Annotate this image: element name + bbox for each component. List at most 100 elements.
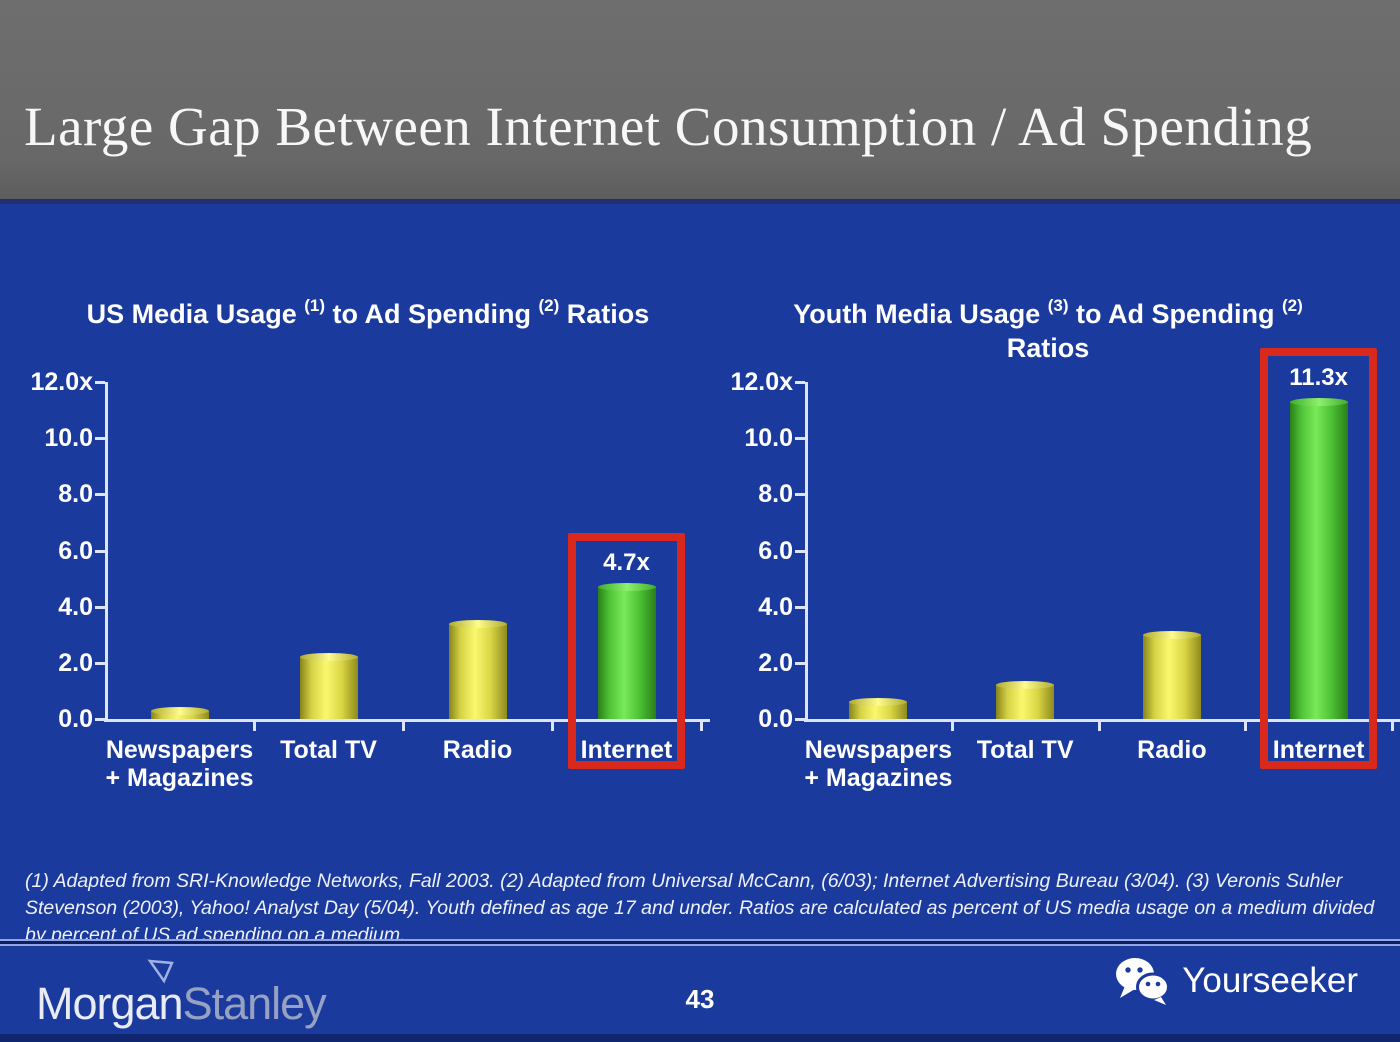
chart-title: Youth Media Usage (3) to Ad Spending (2)…	[760, 291, 1336, 365]
y-tick	[95, 437, 105, 441]
x-tick	[1244, 721, 1248, 731]
category-label-line: + Magazines	[105, 764, 254, 792]
title-text: to Ad Spending	[325, 299, 539, 329]
category-label-newspapers-magazines: Newspapers + Magazines	[790, 736, 966, 792]
x-axis	[804, 719, 1400, 722]
bar-cap	[150, 706, 209, 715]
x-tick	[700, 721, 703, 731]
y-tick-label: 12.0x	[30, 368, 93, 396]
category-label-internet: Internet	[1231, 736, 1400, 764]
x-tick	[1097, 721, 1101, 731]
footer-separator	[0, 939, 1400, 946]
bar-internet	[597, 583, 656, 719]
chart-title-line2: Ratios	[1006, 333, 1090, 363]
y-tick	[95, 381, 105, 384]
slide-header: Large Gap Between Internet Consumption /…	[0, 0, 1400, 204]
y-tick	[795, 493, 805, 497]
footnote-line: Stevenson (2003), Yahoo! Analyst Day (5/…	[25, 897, 1375, 919]
y-tick	[95, 493, 105, 497]
value-label-internet: 4.7x	[603, 549, 650, 576]
y-tick	[95, 549, 105, 553]
triangle-icon	[147, 959, 174, 984]
y-tick-label: 0.0	[58, 705, 93, 733]
y-tick	[795, 605, 805, 609]
wechat-icon	[1116, 958, 1171, 1005]
title-superscript: (2)	[538, 296, 560, 315]
category-label-radio: Radio	[390, 736, 566, 764]
page-title: Large Gap Between Internet Consumption /…	[24, 96, 1313, 157]
title-superscript: (3)	[1047, 296, 1069, 315]
title-text: US Media Usage	[86, 299, 305, 329]
morgan-stanley-logo: MorganStanley	[36, 978, 327, 1030]
x-tick	[950, 721, 954, 731]
y-tick-label: 0.0	[758, 705, 793, 733]
bar-cap	[597, 583, 656, 591]
x-axis	[104, 719, 710, 722]
category-label-line: Internet	[1272, 736, 1365, 764]
title-text: Youth Media Usage	[793, 299, 1048, 329]
y-axis	[105, 382, 108, 721]
category-label-line: Radio	[1137, 736, 1207, 764]
bar-newspapers-magazines	[849, 698, 908, 719]
x-tick	[1391, 721, 1394, 731]
footnote: (1) Adapted from SRI-Knowledge Networks,…	[25, 868, 1390, 949]
title-text: Ratios	[559, 299, 650, 329]
bar-cap	[996, 681, 1055, 690]
x-tick	[551, 721, 554, 731]
category-label-line: Radio	[442, 736, 513, 764]
y-tick	[95, 718, 105, 721]
bar-radio	[448, 619, 507, 719]
y-tick-label: 10.0	[44, 424, 93, 453]
y-tick-label: 8.0	[58, 480, 93, 509]
bar-cap	[448, 619, 507, 628]
y-tick-label: 2.0	[758, 648, 793, 677]
y-tick-label: 6.0	[758, 536, 793, 565]
highlight-box-internet	[568, 533, 685, 769]
y-tick-label: 6.0	[58, 536, 93, 565]
bar-cap	[849, 698, 908, 707]
y-tick	[795, 661, 805, 665]
category-label-line: Newspapers	[105, 736, 254, 764]
footnote-line: (1) Adapted from SRI-Knowledge Networks,…	[25, 870, 1343, 892]
x-tick	[253, 721, 256, 731]
bar-radio	[1142, 630, 1201, 719]
category-label-line: Total TV	[280, 736, 377, 764]
title-text: to Ad Spending	[1068, 299, 1282, 329]
category-label-line: Total TV	[976, 736, 1074, 764]
bar-cap	[1289, 397, 1348, 406]
y-tick	[95, 605, 105, 609]
category-label-total-tv: Total TV	[937, 736, 1113, 764]
title-superscript: (2)	[1282, 296, 1303, 315]
page-number: 43	[685, 984, 715, 1014]
y-tick-label: 8.0	[758, 480, 793, 509]
category-label-line: Newspapers	[804, 736, 953, 764]
y-tick-label: 12.0x	[730, 368, 793, 396]
y-tick-label: 4.0	[758, 592, 793, 621]
morgan-stanley-logo-part1: Morgan	[36, 978, 184, 1029]
chart-title: US Media Usage (1) to Ad Spending (2) Ra…	[78, 291, 658, 331]
y-tick-label: 10.0	[744, 424, 793, 453]
y-tick	[795, 549, 805, 553]
y-tick	[795, 381, 805, 384]
chart-title-line1: Youth Media Usage (3) to Ad Spending (2)	[760, 291, 1336, 331]
bottom-strip	[0, 1034, 1400, 1042]
x-tick	[402, 721, 405, 731]
bar-cap	[299, 653, 358, 662]
title-superscript: (1)	[304, 296, 326, 315]
y-tick-label: 2.0	[58, 648, 93, 677]
category-label-line: Internet	[580, 736, 673, 764]
y-tick-label: 4.0	[58, 592, 93, 621]
highlight-box-internet	[1260, 347, 1378, 769]
y-tick	[795, 718, 805, 721]
value-label-internet: 11.3x	[1289, 363, 1348, 391]
chart-title-line1: US Media Usage (1) to Ad Spending (2) Ra…	[78, 291, 658, 331]
category-label-radio: Radio	[1084, 736, 1260, 764]
bar-cap	[1142, 630, 1201, 639]
y-tick	[795, 437, 805, 441]
bar-newspapers-magazines	[150, 706, 209, 719]
category-label-internet: Internet	[539, 736, 715, 764]
